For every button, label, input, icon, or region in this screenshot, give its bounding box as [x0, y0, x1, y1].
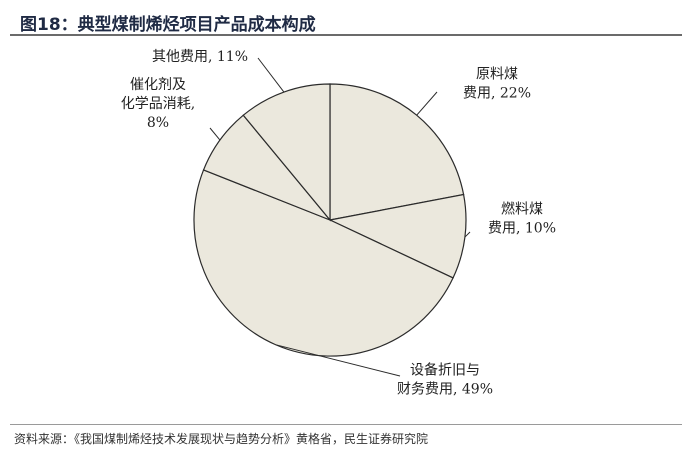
slice-label-5: 其他费用, 11%: [152, 49, 248, 65]
source-note: 资料来源：《我国煤制烯烃技术发展现状与趋势分析》黄格省，民生证券研究院: [14, 432, 429, 446]
leader-line-1: [416, 91, 438, 116]
leader-line-5: [257, 57, 285, 93]
slice-labels: 原料煤费用, 22% 燃料煤费用, 10% 设备折旧与财务费用, 49% 催化剂及化学…: [121, 49, 556, 398]
slice-label-1: 原料煤费用, 22%: [463, 67, 531, 102]
slice-label-4: 催化剂及化学品消耗, 8%: [121, 77, 195, 131]
pie-slice-5: [242, 83, 331, 222]
pie-slice-2: [328, 193, 467, 279]
leader-line-4: [209, 127, 221, 141]
pie-slices: [193, 83, 467, 357]
slice-label-3: 设备折旧与财务费用, 49%: [397, 362, 493, 398]
slice-label-2: 燃料煤费用, 10%: [488, 201, 556, 237]
title-divider: [10, 34, 682, 36]
leader-lines: [209, 57, 471, 377]
pie-slice-3: [193, 169, 454, 357]
leader-line-2: [464, 231, 471, 238]
pie-slice-1: [329, 83, 465, 221]
footer-divider: [10, 424, 682, 425]
figure-title: 图18：典型煤制烯烃项目产品成本构成: [20, 15, 316, 35]
figure-header: 图18：典型煤制烯烃项目产品成本构成: [0, 0, 691, 40]
leader-line-3: [275, 344, 401, 377]
